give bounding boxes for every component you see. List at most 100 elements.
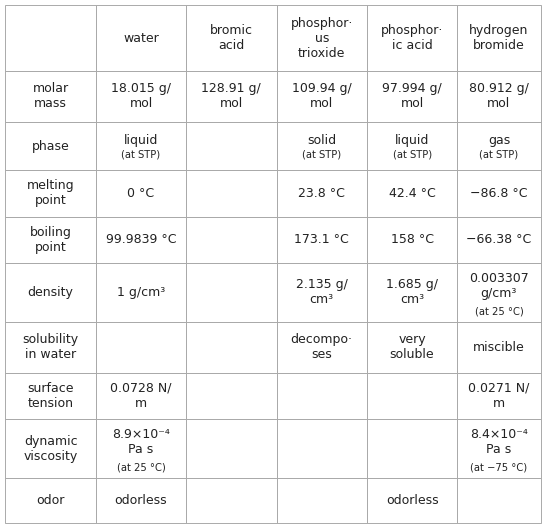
Bar [186, 5, 276, 71]
Bar [276, 5, 367, 71]
Bar [5, 216, 96, 263]
Text: gas: gas [488, 134, 510, 147]
Bar [367, 5, 457, 71]
Bar [457, 170, 541, 216]
Text: (at 25 °C): (at 25 °C) [117, 462, 165, 472]
Text: 99.9839 °C: 99.9839 °C [106, 233, 176, 247]
Bar [96, 170, 186, 216]
Bar [186, 216, 276, 263]
Bar [5, 170, 96, 216]
Bar [367, 478, 457, 523]
Text: odorless: odorless [386, 494, 438, 507]
Bar [367, 216, 457, 263]
Text: phosphor·
ic acid: phosphor· ic acid [381, 24, 443, 52]
Text: molar
mass: molar mass [33, 82, 69, 110]
Text: very
soluble: very soluble [390, 333, 435, 361]
Bar [186, 122, 276, 170]
Text: 42.4 °C: 42.4 °C [389, 187, 436, 200]
Text: 23.8 °C: 23.8 °C [298, 187, 345, 200]
Text: (at STP): (at STP) [393, 150, 432, 160]
Bar [186, 419, 276, 478]
Bar [186, 170, 276, 216]
Bar [186, 322, 276, 373]
Bar [276, 322, 367, 373]
Text: −86.8 °C: −86.8 °C [470, 187, 527, 200]
Bar [276, 373, 367, 419]
Text: 0.0271 N/
m: 0.0271 N/ m [468, 382, 530, 410]
Bar [96, 478, 186, 523]
Bar [5, 478, 96, 523]
Bar [96, 71, 186, 122]
Bar [96, 322, 186, 373]
Bar [96, 122, 186, 170]
Bar [276, 170, 367, 216]
Bar [96, 263, 186, 322]
Text: water: water [123, 32, 159, 45]
Text: 173.1 °C: 173.1 °C [294, 233, 349, 247]
Bar [367, 170, 457, 216]
Bar [367, 263, 457, 322]
Text: Pa s: Pa s [486, 444, 512, 457]
Bar [96, 216, 186, 263]
Bar [186, 71, 276, 122]
Bar [5, 322, 96, 373]
Text: liquid: liquid [395, 134, 429, 147]
Text: surface
tension: surface tension [27, 382, 74, 410]
Bar [367, 322, 457, 373]
Text: 128.91 g/
mol: 128.91 g/ mol [201, 82, 261, 110]
Bar [457, 263, 541, 322]
Text: bromic
acid: bromic acid [210, 24, 253, 52]
Bar [5, 71, 96, 122]
Text: 109.94 g/
mol: 109.94 g/ mol [292, 82, 352, 110]
Bar [457, 216, 541, 263]
Bar [457, 122, 541, 170]
Bar [5, 122, 96, 170]
Bar [457, 478, 541, 523]
Text: (at STP): (at STP) [302, 150, 341, 160]
Bar [367, 71, 457, 122]
Text: boiling
point: boiling point [29, 226, 72, 254]
Bar [276, 419, 367, 478]
Text: (at STP): (at STP) [479, 150, 519, 160]
Bar [457, 322, 541, 373]
Bar [186, 263, 276, 322]
Text: solubility
in water: solubility in water [22, 333, 79, 361]
Bar [457, 71, 541, 122]
Text: 0 °C: 0 °C [127, 187, 155, 200]
Text: 1.685 g/
cm³: 1.685 g/ cm³ [386, 278, 438, 306]
Text: odorless: odorless [115, 494, 167, 507]
Bar [276, 216, 367, 263]
Bar [5, 373, 96, 419]
Text: liquid: liquid [124, 134, 158, 147]
Text: 0.003307: 0.003307 [469, 271, 529, 285]
Text: 158 °C: 158 °C [390, 233, 434, 247]
Text: 0.0728 N/
m: 0.0728 N/ m [110, 382, 172, 410]
Bar [5, 419, 96, 478]
Text: melting
point: melting point [27, 180, 74, 208]
Bar [96, 419, 186, 478]
Text: phase: phase [32, 139, 69, 153]
Text: phosphor·
us
trioxide: phosphor· us trioxide [290, 17, 353, 60]
Bar [367, 419, 457, 478]
Text: 2.135 g/
cm³: 2.135 g/ cm³ [296, 278, 348, 306]
Bar [457, 373, 541, 419]
Text: −66.38 °C: −66.38 °C [466, 233, 531, 247]
Bar [276, 478, 367, 523]
Text: 8.4×10⁻⁴: 8.4×10⁻⁴ [470, 428, 528, 441]
Bar [367, 122, 457, 170]
Bar [367, 373, 457, 419]
Text: Pa s: Pa s [128, 444, 153, 457]
Bar [276, 263, 367, 322]
Bar [276, 122, 367, 170]
Text: 97.994 g/
mol: 97.994 g/ mol [382, 82, 442, 110]
Text: density: density [28, 286, 74, 299]
Bar [276, 71, 367, 122]
Text: g/cm³: g/cm³ [480, 287, 517, 300]
Bar [186, 373, 276, 419]
Text: dynamic
viscosity: dynamic viscosity [23, 435, 78, 463]
Text: solid: solid [307, 134, 336, 147]
Text: miscible: miscible [473, 341, 525, 354]
Bar [96, 373, 186, 419]
Bar [457, 419, 541, 478]
Text: (at 25 °C): (at 25 °C) [474, 306, 523, 316]
